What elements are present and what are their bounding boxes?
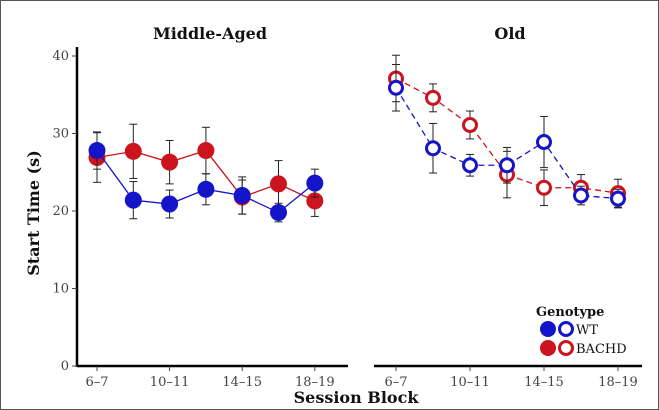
data-point [425,140,441,157]
y-tick-label: 30 [52,127,69,142]
data-point [573,187,589,204]
x-tick-label: 14–15 [524,375,564,390]
panel-old: Old 6–7 10–11 14–15 18–19 [374,24,642,390]
data-point [161,195,179,213]
x-tick-label: 10–11 [150,375,190,390]
x-tick-label: 18–19 [295,375,335,390]
data-point [610,190,626,207]
legend-marker-open [558,321,574,337]
data-point [161,153,179,171]
data-point [197,142,215,160]
data-point [425,89,441,106]
x-axis-title: Session Block [294,388,420,407]
data-point [197,180,215,198]
data-point [270,175,287,193]
series-bachd [388,54,626,208]
x-tick-label: 14–15 [222,375,262,390]
data-point [462,116,478,133]
y-tick-label: 40 [52,49,69,64]
y-tick-label: 20 [52,204,69,219]
data-point [536,179,552,196]
data-point [462,157,478,174]
y-tick-label: 10 [52,282,69,297]
x-tick-label: 6–7 [384,375,407,390]
data-point [233,187,251,204]
panel-middle-aged: Middle-Aged 6–7 10–11 14–15 18–19 0 10 20 30 40 [52,24,348,390]
data-point [306,192,324,210]
data-point [388,79,404,96]
series-bachd [88,123,324,217]
series-wt [88,131,324,223]
panel-title: Old [494,24,525,43]
legend-title: Genotype [536,305,604,320]
y-tick-label: 0 [61,359,69,374]
legend-marker-filled [540,321,556,337]
data-point [124,142,142,160]
data-point [124,191,142,209]
legend-marker-open [558,340,574,356]
legend-label: BACHD [576,342,627,357]
x-tick-label: 18–19 [598,375,638,390]
data-point [536,134,552,151]
x-tick-label: 10–11 [450,375,490,390]
legend-label: WT [576,323,598,338]
data-point [88,142,106,160]
panel-title: Middle-Aged [153,24,267,43]
data-point [499,157,515,174]
x-tick-label: 6–7 [85,375,108,390]
data-point [306,174,324,192]
y-axis-title: Start Time (s) [24,150,43,276]
legend-entries: WT BACHD [540,321,627,357]
data-point [270,204,287,222]
legend: Genotype WT BACHD [536,305,627,357]
series-wt [388,64,626,209]
legend-marker-filled [540,340,556,356]
